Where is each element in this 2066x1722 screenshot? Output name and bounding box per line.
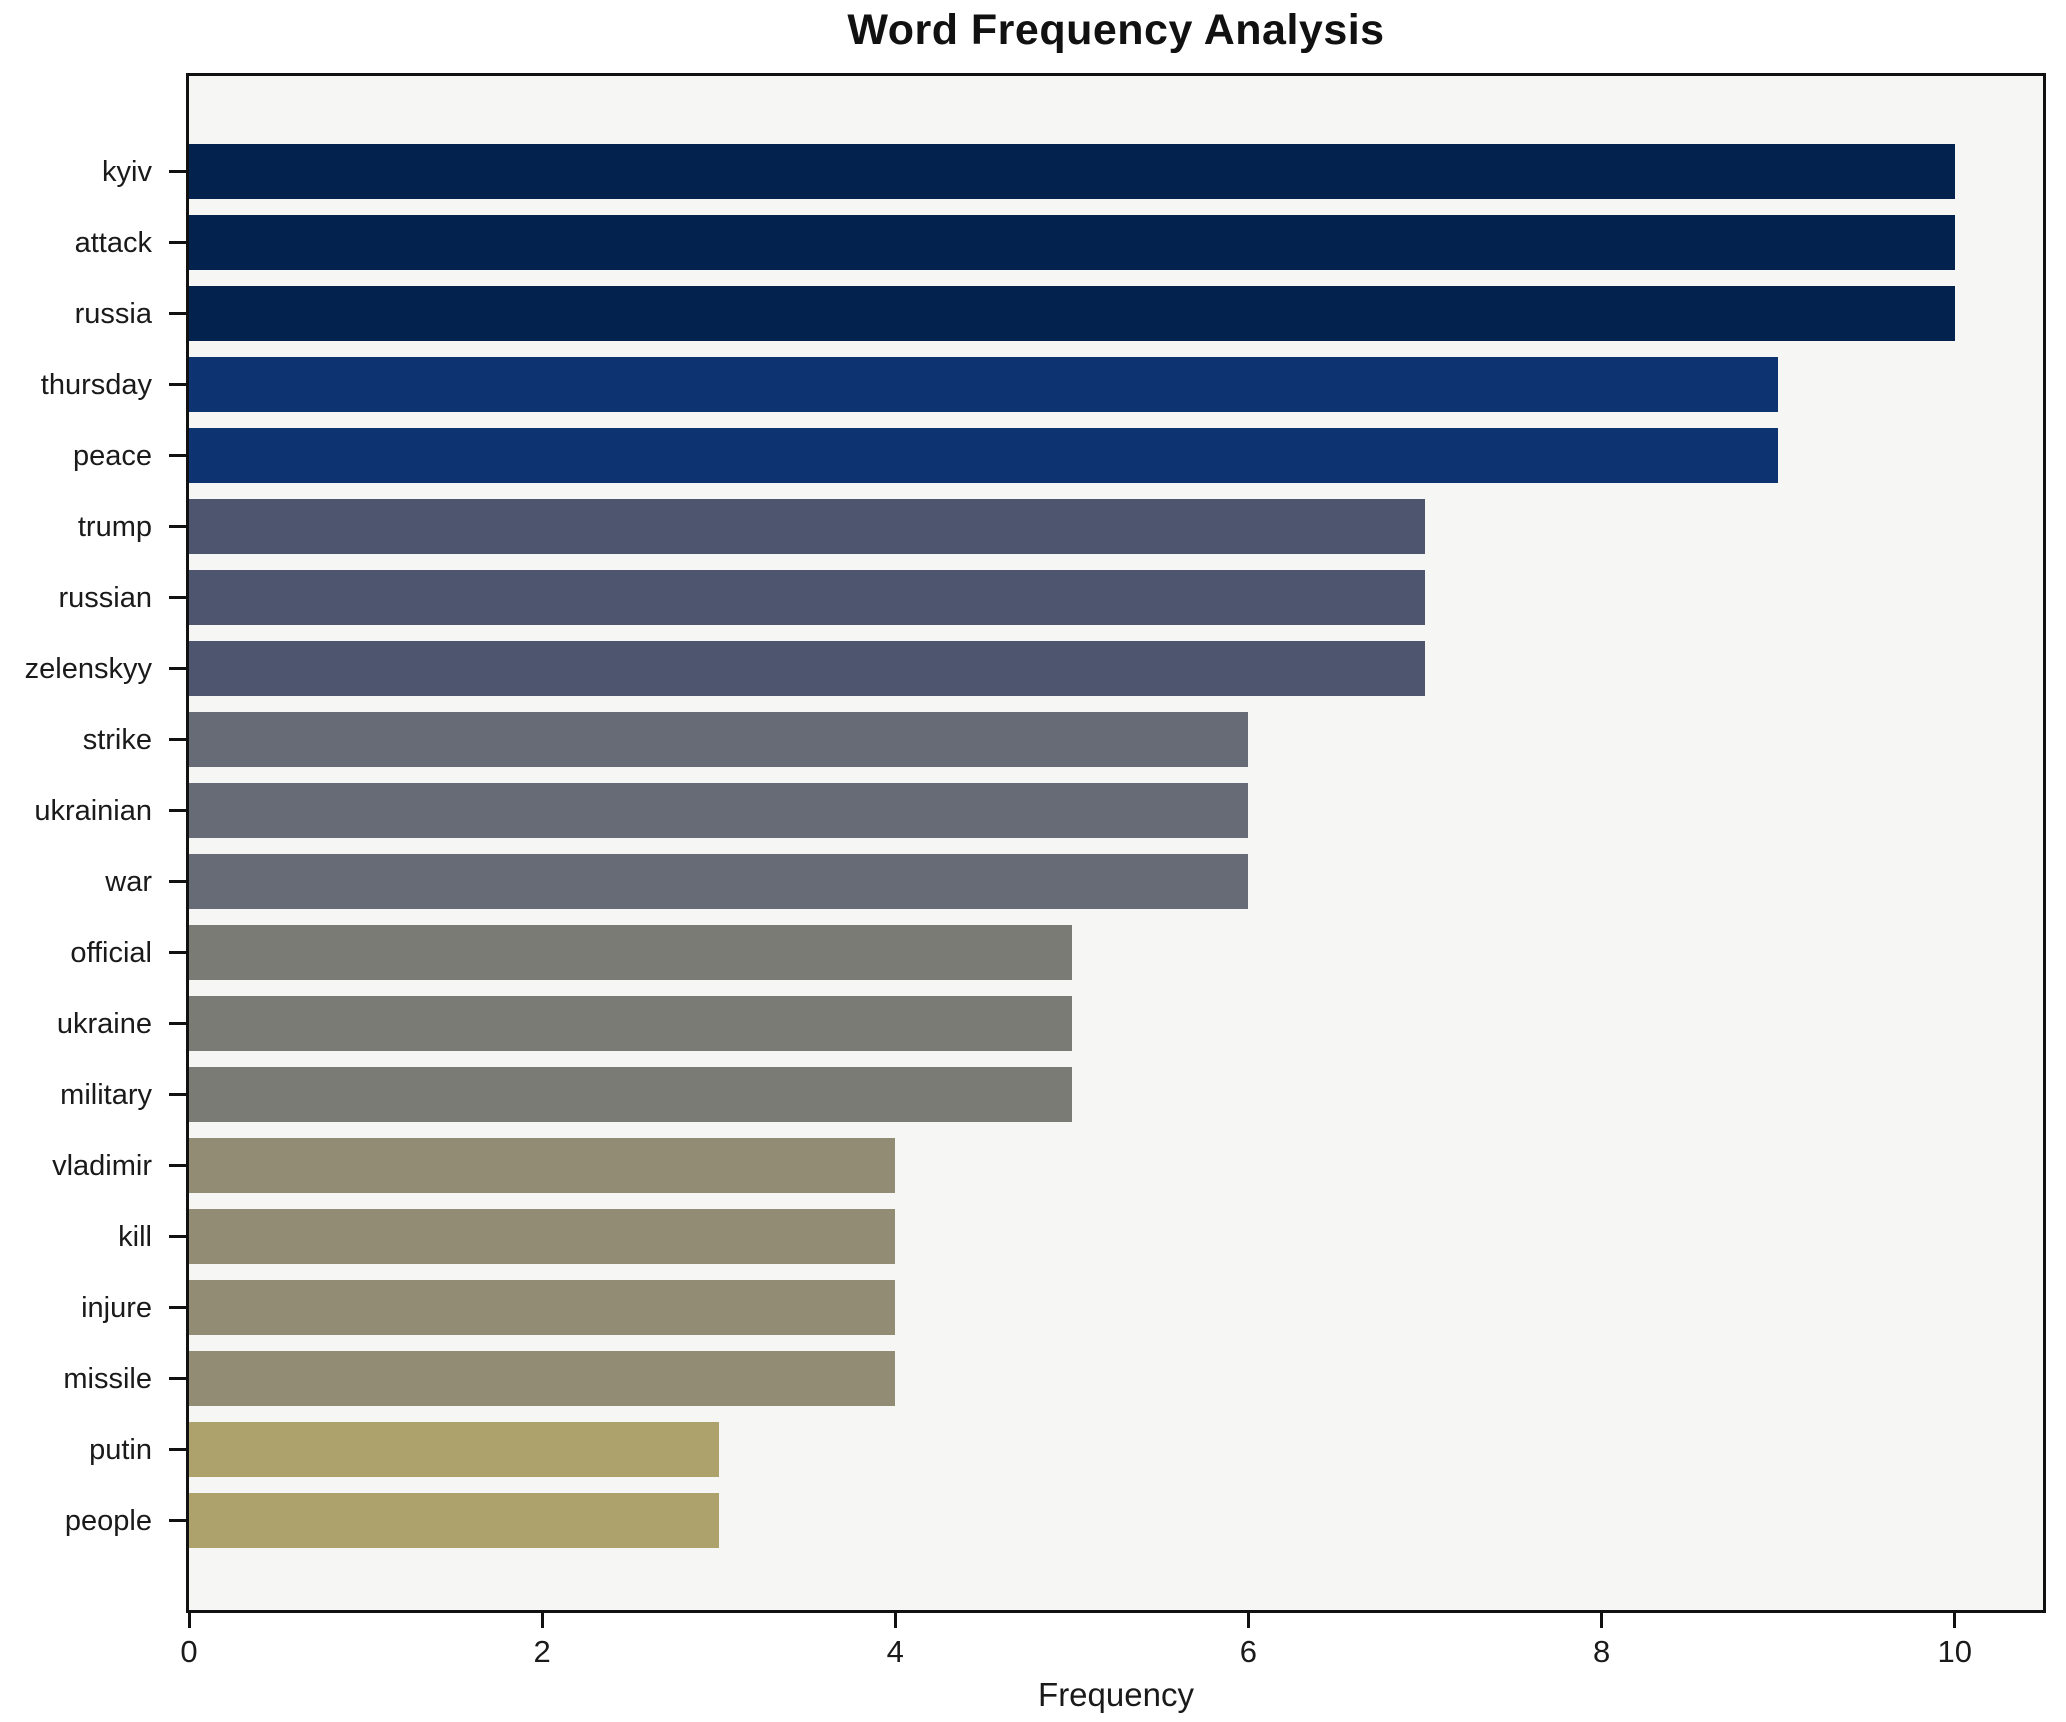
bar-military	[189, 1067, 1072, 1122]
bar-vladimir	[189, 1138, 896, 1193]
y-tick-mark	[169, 1093, 186, 1096]
y-tick-label-attack: attack	[74, 226, 152, 259]
bar-missile	[189, 1351, 896, 1406]
x-axis-title: Frequency	[1038, 1676, 1194, 1713]
y-tick-label-missile: missile	[63, 1362, 152, 1395]
x-tick-mark	[540, 1613, 544, 1628]
bar-putin	[189, 1422, 719, 1477]
bar-kyiv	[189, 144, 1955, 199]
bar-kill	[189, 1209, 896, 1264]
bar-official	[189, 925, 1072, 980]
x-tick-mark	[1953, 1613, 1957, 1628]
y-tick-label-russian: russian	[58, 581, 153, 614]
y-tick-label-kyiv: kyiv	[102, 155, 152, 188]
y-tick-mark	[169, 1519, 186, 1522]
y-tick-mark	[169, 951, 186, 954]
y-tick-label-official: official	[70, 936, 152, 969]
y-tick-mark	[169, 809, 186, 812]
x-tick-label-2: 2	[533, 1634, 551, 1669]
x-tick-label-8: 8	[1592, 1634, 1611, 1669]
y-tick-label-kill: kill	[118, 1220, 152, 1253]
y-tick-mark	[169, 525, 186, 528]
y-tick-label-putin: putin	[89, 1433, 152, 1466]
bar-people	[189, 1493, 719, 1548]
plot-area	[186, 73, 2046, 1613]
y-tick-label-zelenskyy: zelenskyy	[24, 652, 152, 685]
x-tick-label-4: 4	[886, 1634, 904, 1669]
y-tick-label-peace: peace	[72, 439, 152, 472]
y-tick-label-ukrainian: ukrainian	[34, 794, 152, 827]
y-tick-mark	[169, 1235, 186, 1238]
x-tick-label-0: 0	[180, 1634, 198, 1669]
chart-title: Word Frequency Analysis	[847, 6, 1385, 54]
y-tick-mark	[169, 383, 186, 386]
x-tick-label-6: 6	[1239, 1634, 1258, 1669]
y-tick-label-people: people	[64, 1504, 152, 1537]
bar-russia	[189, 286, 1955, 341]
y-tick-mark	[169, 1022, 186, 1025]
y-tick-label-russia: russia	[74, 297, 152, 330]
bar-trump	[189, 499, 1425, 554]
bar-war	[189, 854, 1249, 909]
bar-strike	[189, 712, 1249, 767]
x-tick-mark	[893, 1613, 897, 1628]
x-tick-mark	[1246, 1613, 1250, 1628]
bar-thursday	[189, 357, 1779, 412]
y-tick-mark	[169, 170, 186, 173]
y-tick-mark	[169, 738, 186, 741]
bar-zelenskyy	[189, 641, 1425, 696]
y-tick-mark	[169, 667, 186, 670]
bar-injure	[189, 1280, 896, 1335]
bar-russian	[189, 570, 1425, 625]
y-tick-label-strike: strike	[82, 723, 152, 756]
y-tick-mark	[169, 880, 186, 883]
y-tick-mark	[169, 241, 186, 244]
bar-ukrainian	[189, 783, 1249, 838]
y-tick-label-thursday: thursday	[40, 368, 152, 401]
bar-peace	[189, 428, 1779, 483]
y-tick-mark	[169, 1377, 186, 1380]
x-tick-mark	[187, 1613, 191, 1628]
y-tick-mark	[169, 1164, 186, 1167]
y-tick-mark	[169, 596, 186, 599]
y-tick-mark	[169, 1306, 186, 1309]
bar-attack	[189, 215, 1955, 270]
y-tick-mark	[169, 454, 186, 457]
y-tick-label-ukraine: ukraine	[56, 1007, 152, 1040]
x-tick-label-10: 10	[1937, 1634, 1972, 1669]
x-tick-mark	[1600, 1613, 1604, 1628]
y-tick-label-war: war	[105, 865, 152, 898]
y-tick-mark	[169, 1448, 186, 1451]
y-tick-label-injure: injure	[81, 1291, 152, 1324]
y-tick-label-trump: trump	[77, 510, 152, 543]
y-tick-label-vladimir: vladimir	[52, 1149, 152, 1182]
bar-ukraine	[189, 996, 1072, 1051]
y-tick-mark	[169, 312, 186, 315]
y-tick-label-military: military	[60, 1078, 152, 1111]
